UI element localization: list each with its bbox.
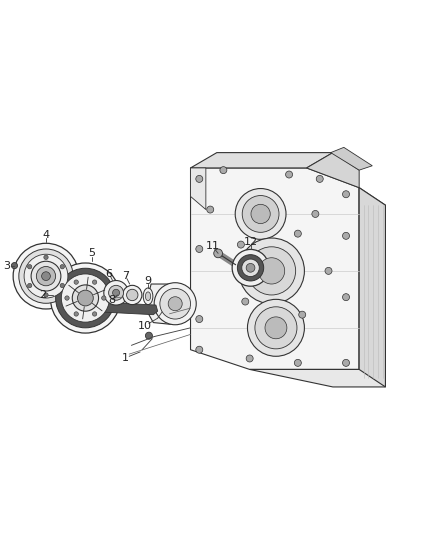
Polygon shape bbox=[85, 302, 158, 314]
Circle shape bbox=[207, 206, 214, 213]
Circle shape bbox=[92, 312, 97, 316]
Text: 1: 1 bbox=[121, 353, 128, 362]
Circle shape bbox=[294, 359, 301, 366]
Circle shape bbox=[246, 355, 253, 362]
Circle shape bbox=[242, 298, 249, 305]
Circle shape bbox=[123, 285, 142, 304]
Circle shape bbox=[24, 254, 68, 298]
Circle shape bbox=[127, 289, 138, 301]
Circle shape bbox=[60, 264, 64, 269]
Circle shape bbox=[246, 263, 255, 272]
Circle shape bbox=[196, 316, 203, 322]
Polygon shape bbox=[149, 284, 191, 324]
Circle shape bbox=[44, 293, 48, 297]
Circle shape bbox=[196, 246, 203, 253]
Circle shape bbox=[28, 264, 32, 269]
Circle shape bbox=[237, 241, 244, 248]
Circle shape bbox=[255, 307, 297, 349]
Text: 4: 4 bbox=[42, 230, 49, 240]
Ellipse shape bbox=[143, 288, 153, 304]
Text: 9: 9 bbox=[145, 276, 152, 286]
Circle shape bbox=[42, 272, 50, 280]
Text: 2: 2 bbox=[39, 290, 46, 300]
Circle shape bbox=[220, 167, 227, 174]
Circle shape bbox=[247, 300, 304, 356]
Text: 7: 7 bbox=[122, 271, 129, 281]
Circle shape bbox=[92, 280, 97, 284]
Circle shape bbox=[28, 284, 32, 288]
Text: 12: 12 bbox=[244, 237, 258, 247]
Circle shape bbox=[74, 280, 78, 284]
Polygon shape bbox=[307, 152, 359, 188]
Polygon shape bbox=[191, 168, 359, 369]
Text: 10: 10 bbox=[138, 321, 152, 330]
Circle shape bbox=[65, 296, 69, 300]
Circle shape bbox=[343, 359, 350, 366]
Circle shape bbox=[325, 268, 332, 274]
Circle shape bbox=[168, 297, 182, 311]
Circle shape bbox=[232, 249, 269, 286]
Circle shape bbox=[61, 274, 110, 322]
Circle shape bbox=[299, 311, 306, 318]
Circle shape bbox=[102, 296, 106, 300]
Circle shape bbox=[258, 258, 285, 284]
Circle shape bbox=[237, 255, 264, 281]
Polygon shape bbox=[191, 168, 206, 209]
Text: 11: 11 bbox=[206, 241, 220, 251]
Circle shape bbox=[154, 282, 196, 325]
Circle shape bbox=[78, 290, 93, 306]
Circle shape bbox=[104, 280, 128, 305]
Circle shape bbox=[19, 249, 73, 303]
Circle shape bbox=[242, 259, 259, 277]
Circle shape bbox=[196, 175, 203, 182]
Polygon shape bbox=[331, 147, 372, 170]
Circle shape bbox=[74, 312, 78, 316]
Text: 5: 5 bbox=[88, 248, 95, 259]
Circle shape bbox=[251, 204, 270, 223]
Circle shape bbox=[56, 268, 115, 328]
Circle shape bbox=[286, 171, 293, 178]
Circle shape bbox=[11, 263, 18, 269]
Circle shape bbox=[235, 189, 286, 239]
Polygon shape bbox=[359, 188, 385, 387]
Polygon shape bbox=[191, 152, 333, 168]
Circle shape bbox=[242, 196, 279, 232]
Circle shape bbox=[31, 261, 61, 291]
Circle shape bbox=[196, 346, 203, 353]
Circle shape bbox=[343, 294, 350, 301]
Circle shape bbox=[36, 266, 56, 286]
Circle shape bbox=[343, 191, 350, 198]
Circle shape bbox=[160, 288, 191, 319]
Circle shape bbox=[44, 255, 48, 260]
Circle shape bbox=[247, 247, 296, 295]
Polygon shape bbox=[250, 188, 385, 387]
Text: 3: 3 bbox=[3, 261, 10, 271]
Circle shape bbox=[145, 332, 152, 339]
Circle shape bbox=[113, 289, 120, 296]
Circle shape bbox=[13, 243, 79, 309]
Circle shape bbox=[239, 238, 304, 304]
Text: 6: 6 bbox=[105, 269, 112, 279]
Circle shape bbox=[312, 211, 319, 217]
Circle shape bbox=[72, 285, 99, 311]
Circle shape bbox=[294, 230, 301, 237]
Circle shape bbox=[50, 263, 120, 333]
Circle shape bbox=[60, 284, 64, 288]
Circle shape bbox=[109, 285, 124, 300]
Ellipse shape bbox=[145, 292, 151, 301]
Circle shape bbox=[316, 175, 323, 182]
Circle shape bbox=[214, 249, 223, 258]
Circle shape bbox=[265, 317, 287, 339]
Circle shape bbox=[343, 232, 350, 239]
Text: 8: 8 bbox=[108, 295, 115, 305]
